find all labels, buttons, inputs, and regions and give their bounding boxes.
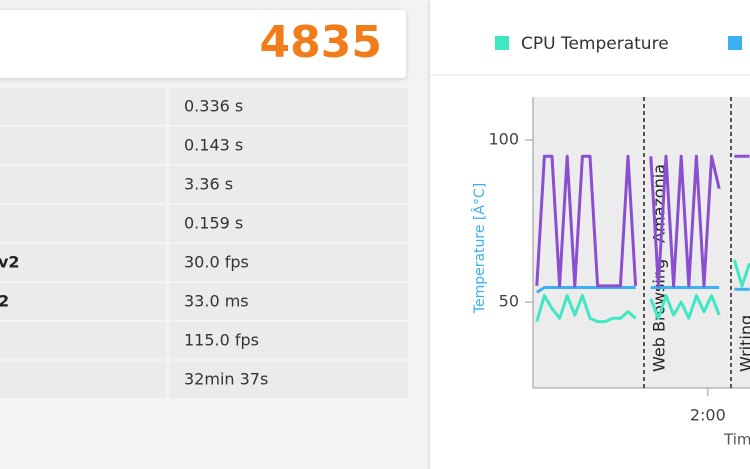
score-card bbox=[0, 10, 406, 78]
results-table: 0.336 s 0.143 s 3.36 s 0.159 s v2 30.0 fps 2 33… bbox=[0, 88, 408, 398]
series-line bbox=[535, 286, 750, 294]
label-cell bbox=[0, 244, 166, 281]
label-cell bbox=[0, 283, 166, 320]
value-cell bbox=[169, 244, 408, 281]
series-line bbox=[535, 154, 750, 288]
x-axis-label: Tim bbox=[723, 431, 750, 449]
value-cell bbox=[169, 88, 408, 125]
row-value: 0.336 s bbox=[184, 97, 243, 116]
chart: CPU TemperatureGP501002:00TimTemperature… bbox=[470, 34, 750, 449]
legend-label: CPU Temperature bbox=[521, 34, 669, 54]
series-line bbox=[535, 259, 750, 324]
event-label: Writing bbox=[736, 315, 750, 372]
value-cell bbox=[169, 205, 408, 242]
y-tick-label: 50 bbox=[499, 292, 519, 311]
label-cell bbox=[0, 322, 166, 359]
value-cell bbox=[169, 127, 408, 164]
label-cell bbox=[0, 205, 166, 242]
row-label: v2 bbox=[0, 253, 20, 272]
value-cell bbox=[169, 361, 408, 398]
label-cell bbox=[0, 361, 166, 398]
row-value: 0.143 s bbox=[184, 136, 243, 155]
row-label: 2 bbox=[0, 292, 9, 311]
row-value: 33.0 ms bbox=[184, 292, 249, 311]
score: 4835 bbox=[260, 17, 382, 68]
row-value: 3.36 s bbox=[184, 175, 233, 194]
label-cell bbox=[0, 88, 166, 125]
row-value: 115.0 fps bbox=[184, 331, 259, 350]
row-value: 0.159 s bbox=[184, 214, 243, 233]
row-value: 30.0 fps bbox=[184, 253, 249, 272]
x-tick-label: 2:00 bbox=[690, 406, 726, 425]
plot-area bbox=[533, 97, 750, 388]
value-cell bbox=[169, 322, 408, 359]
y-axis-label: Temperature [Â°C] bbox=[470, 183, 488, 314]
label-cell bbox=[0, 127, 166, 164]
label-cell bbox=[0, 166, 166, 203]
legend-swatch bbox=[728, 36, 742, 50]
y-tick-label: 100 bbox=[488, 130, 519, 149]
row-value: 32min 37s bbox=[184, 370, 268, 389]
value-cell bbox=[169, 283, 408, 320]
legend-swatch bbox=[495, 36, 509, 50]
value-cell bbox=[169, 166, 408, 203]
